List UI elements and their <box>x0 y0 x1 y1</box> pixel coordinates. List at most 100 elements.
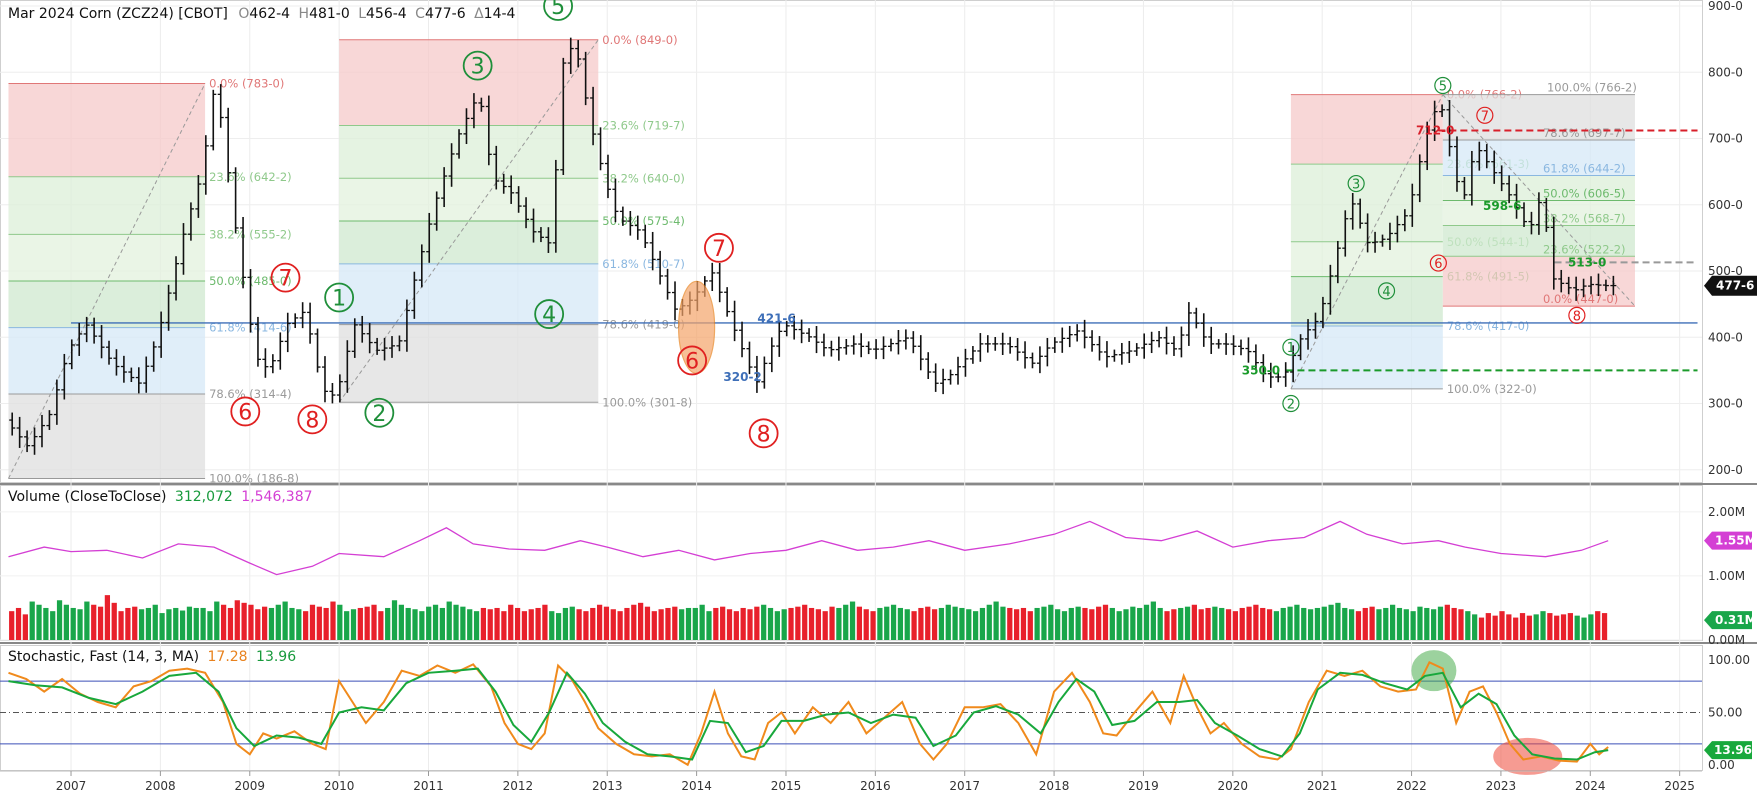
volume-bar <box>713 607 719 640</box>
price-label: 712-0 <box>1416 124 1454 138</box>
volume-bar <box>931 609 938 640</box>
volume-bar <box>1478 617 1485 640</box>
volume-bar <box>1055 609 1061 640</box>
volume-bar <box>1034 607 1040 640</box>
volume-bar <box>1041 606 1047 640</box>
price-axis-tick: 600-0 <box>1708 198 1743 212</box>
wave-marker-circle <box>543 0 573 21</box>
volume-header: Volume (CloseToClose) 312,072 1,546,387 <box>8 489 313 505</box>
volume-bar <box>610 609 616 640</box>
change-label: Δ <box>474 6 484 22</box>
volume-bar <box>849 601 856 640</box>
volume-bar <box>330 601 336 640</box>
wave-marker-label: 8 <box>757 422 771 447</box>
volume-bar <box>1362 607 1368 640</box>
time-axis-tick: 2021 <box>1307 779 1338 793</box>
volume-bar <box>56 600 63 640</box>
fib-band <box>8 176 206 235</box>
volume-bar <box>1266 609 1273 640</box>
volume-bar <box>555 613 562 640</box>
volume-bar <box>1020 607 1027 640</box>
volume-bar <box>528 609 534 640</box>
volume-bar <box>1540 611 1546 640</box>
volume-bar <box>644 606 651 640</box>
volume-bar <box>1232 611 1239 640</box>
volume-bar <box>1246 606 1252 640</box>
volume-bar <box>747 609 753 640</box>
volume-bar <box>77 609 83 640</box>
volume-bar <box>1519 613 1526 640</box>
volume-bar <box>282 601 288 640</box>
volume-bar <box>1574 615 1580 640</box>
volume-bar <box>1369 606 1375 640</box>
price-axis-tick: 700-0 <box>1708 132 1743 146</box>
change-value: 14-4 <box>483 6 516 22</box>
volume-bar <box>132 606 138 640</box>
volume-bar <box>1116 611 1122 640</box>
time-axis-tick: 2025 <box>1664 779 1695 793</box>
volume-bar <box>1321 606 1327 640</box>
volume-bar <box>1000 606 1006 640</box>
fib-level-label: 78.6% (417-0) <box>1447 319 1530 333</box>
volume-bar <box>1157 607 1163 640</box>
volume-bar <box>344 611 350 640</box>
volume-bar <box>535 607 541 640</box>
volume-bar <box>1376 609 1382 640</box>
volume-avg-badge-bg <box>1704 531 1752 550</box>
time-axis-tick: 2020 <box>1218 779 1249 793</box>
volume-avg-value: 1,546,387 <box>241 489 313 505</box>
wave-marker-circle <box>704 232 734 263</box>
volume-bar <box>104 595 111 640</box>
volume-bar <box>1348 609 1355 640</box>
volume-bar <box>1075 606 1081 640</box>
stoch-badge-value: 13.96 <box>1714 743 1752 757</box>
volume-bar <box>1533 614 1539 640</box>
volume-bar <box>487 609 493 640</box>
volume-bar <box>323 607 329 640</box>
volume-bar <box>761 604 767 640</box>
wave-marker-label: 2 <box>1287 398 1295 413</box>
volume-bar <box>897 607 904 640</box>
volume-bar <box>1458 609 1464 640</box>
wave-marker-circle <box>534 299 565 329</box>
volume-bar <box>795 606 801 640</box>
volume-bar <box>1424 607 1430 640</box>
volume-bar <box>303 611 309 640</box>
volume-bar <box>1465 611 1471 640</box>
volume-bar <box>562 607 569 640</box>
wave-marker-circle <box>1377 282 1396 300</box>
volume-bar <box>118 611 124 640</box>
volume-bar <box>972 611 979 640</box>
volume-bar <box>576 609 582 640</box>
time-axis-tick: 2007 <box>56 779 87 793</box>
wave-marker-circle <box>748 418 779 449</box>
wave-marker-label: 3 <box>1352 178 1360 193</box>
volume-bar <box>262 606 268 640</box>
volume-bar <box>1601 613 1608 640</box>
time-axis-tick: 2015 <box>771 779 802 793</box>
volume-bar <box>651 611 657 640</box>
volume-bar <box>200 607 206 640</box>
volume-bar <box>412 609 418 640</box>
volume-bar <box>220 604 227 640</box>
volume-bar <box>624 607 630 640</box>
volume-bar <box>1444 604 1450 640</box>
volume-bar <box>1492 615 1498 640</box>
volume-bar <box>904 609 910 640</box>
volume-bar <box>1472 614 1478 640</box>
price-badge-value: 477-6 <box>1716 279 1754 293</box>
volume-bar <box>1219 607 1225 640</box>
fib-trend-line <box>8 83 206 479</box>
wave-marker-label: 5 <box>551 0 565 20</box>
volume-bar <box>911 611 917 640</box>
wave-marker-circle <box>1429 254 1447 272</box>
volume-bar <box>97 606 104 640</box>
volume-bar <box>549 611 555 640</box>
wave-marker-circle <box>1282 394 1300 413</box>
volume-bar <box>890 604 897 640</box>
volume-bar <box>426 606 432 640</box>
volume-bar <box>966 609 972 640</box>
wave-marker-label: 1 <box>1287 341 1295 356</box>
volume-bar <box>1014 609 1020 640</box>
